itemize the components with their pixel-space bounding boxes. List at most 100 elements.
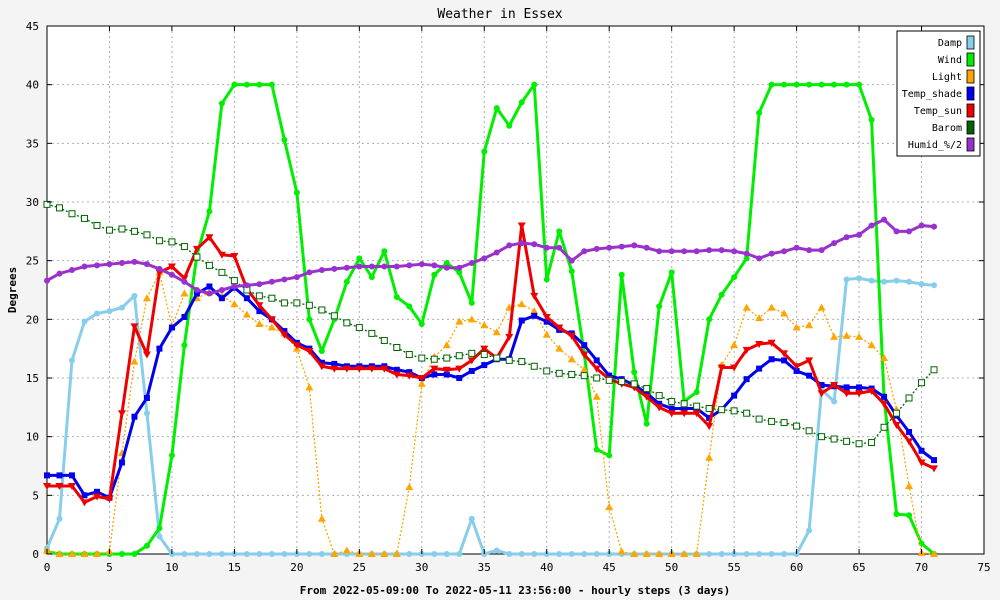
data-point-light [530, 307, 539, 315]
data-point-damp [856, 275, 863, 282]
data-point-temp-shade [731, 392, 738, 399]
data-point-barom [255, 292, 263, 300]
data-point-temp-shade [81, 492, 88, 499]
data-point-temp-sun [692, 410, 701, 418]
data-point-damp [443, 551, 450, 557]
data-point-humid-2 [331, 265, 338, 272]
grid [47, 26, 984, 554]
data-point-humid-2 [918, 222, 925, 229]
data-point-light [792, 323, 801, 331]
data-point-humid-2 [581, 248, 588, 255]
legend-label-temp-shade: Temp_shade [902, 89, 962, 100]
y-tick-label: 20 [26, 313, 39, 326]
data-point-temp-sun [417, 375, 426, 382]
data-point-wind [131, 551, 138, 557]
data-point-temp-shade [793, 367, 800, 374]
data-point-light [367, 550, 376, 557]
data-point-temp-shade [181, 313, 188, 320]
series-line-barom [46, 203, 935, 445]
data-point-barom [480, 351, 488, 359]
data-point-humid-2 [44, 277, 50, 284]
data-point-barom [730, 407, 738, 415]
legend-label-barom: Barom [932, 123, 962, 134]
data-point-wind [343, 278, 350, 285]
data-point-temp-shade [443, 371, 450, 378]
data-point-barom [280, 299, 288, 307]
data-point-wind [643, 420, 650, 427]
legend: Damp Wind Light Temp_shade Temp_sun Barom Humi… [896, 30, 981, 157]
series-humid-2 [44, 216, 938, 297]
data-point-temp-sun [667, 410, 676, 418]
data-point-barom [118, 225, 126, 233]
data-point-damp [456, 551, 463, 557]
data-point-temp-shade [331, 360, 338, 367]
data-point-light [317, 514, 326, 522]
data-point-wind [218, 100, 225, 107]
data-point-humid-2 [768, 250, 775, 257]
data-point-barom [518, 358, 526, 366]
data-point-wind [431, 271, 438, 278]
data-point-light [455, 317, 464, 325]
data-point-damp [218, 551, 225, 557]
data-point-humid-2 [506, 242, 513, 249]
data-point-temp-sun [867, 387, 876, 395]
data-point-temp-shade [131, 413, 138, 420]
data-point-barom [155, 237, 163, 245]
data-point-temp-shade [931, 457, 938, 464]
data-point-humid-2 [618, 243, 625, 250]
data-point-humid-2 [193, 287, 200, 293]
data-point-damp [431, 551, 438, 557]
data-point-temp-shade [406, 369, 413, 376]
data-point-light [680, 550, 689, 557]
data-point-temp-shade [918, 447, 925, 454]
data-point-temp-sun [180, 275, 189, 283]
data-point-humid-2 [668, 248, 675, 255]
data-point-temp-sun [380, 365, 389, 373]
data-point-wind [318, 348, 325, 355]
data-point-barom [743, 409, 751, 417]
data-point-wind [856, 81, 863, 88]
data-point-light [630, 550, 639, 557]
data-point-humid-2 [368, 263, 375, 270]
data-point-humid-2 [256, 281, 263, 288]
data-point-light [242, 310, 251, 318]
data-point-temp-sun [567, 332, 576, 340]
y-tick-label: 15 [26, 372, 39, 385]
data-point-damp [893, 277, 900, 284]
data-point-damp [518, 551, 525, 557]
data-point-barom [618, 378, 626, 386]
y-tick-label: 30 [26, 196, 39, 209]
legend-label-wind: Wind [938, 55, 962, 66]
data-point-wind [506, 122, 513, 129]
data-point-temp-shade [56, 472, 63, 479]
data-point-barom [905, 394, 913, 402]
data-point-temp-sun [205, 234, 214, 242]
data-point-temp-sun [842, 390, 851, 398]
data-point-temp-sun [117, 410, 126, 418]
data-point-light [880, 354, 889, 362]
data-point-wind [381, 248, 388, 255]
data-point-wind [818, 81, 825, 88]
data-point-wind [143, 542, 150, 549]
data-point-temp-sun [855, 390, 864, 398]
data-point-temp-sun [130, 323, 139, 331]
data-point-light [605, 503, 614, 511]
data-point-wind [206, 208, 213, 215]
data-point-temp-sun [192, 245, 201, 253]
data-point-temp-sun [705, 423, 714, 431]
data-point-barom [805, 427, 813, 435]
data-point-temp-shade [643, 390, 650, 397]
data-point-light [842, 331, 851, 339]
data-point-damp [468, 515, 475, 522]
x-tick-label: 75 [977, 561, 990, 574]
data-point-wind [293, 189, 300, 196]
data-point-light [442, 341, 451, 349]
data-point-wind [756, 109, 763, 116]
data-point-humid-2 [693, 248, 700, 255]
series-barom [43, 200, 938, 448]
data-point-light [555, 344, 564, 352]
data-point-humid-2 [481, 255, 488, 262]
data-point-damp [131, 292, 138, 299]
data-point-barom [880, 423, 888, 431]
